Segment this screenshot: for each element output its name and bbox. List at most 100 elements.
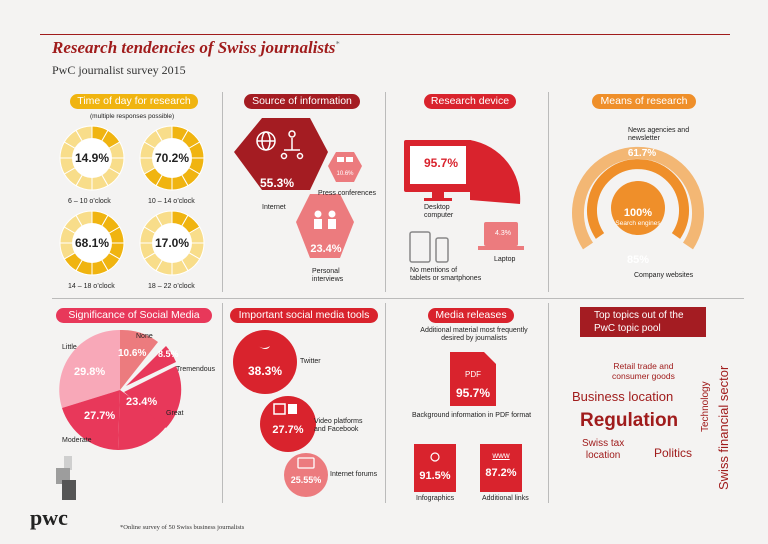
desktop-screen xyxy=(410,146,466,184)
topic-financial: Swiss financial sector xyxy=(716,365,731,490)
news-label: News agencies and newsletter xyxy=(628,127,690,142)
internet-hexagon xyxy=(234,118,328,190)
moderate-value: 27.7% xyxy=(84,410,116,422)
twitter-circle xyxy=(233,330,297,394)
media-note: Additional material most frequently desir… xyxy=(420,327,528,342)
twitter-label: Twitter xyxy=(300,358,321,365)
no-mentions-label: No mentions of tablets or smartphones xyxy=(410,267,482,282)
twitter-value: 38.3% xyxy=(247,364,283,378)
clock-center xyxy=(152,138,192,178)
social-significance-pie xyxy=(59,329,182,451)
time-value-1: 14.9% xyxy=(74,151,110,165)
forums-value: 25.55% xyxy=(290,475,322,485)
lightbulb-icon xyxy=(430,452,440,462)
moderate-label: Moderate xyxy=(62,437,92,444)
press-label: Press conferences xyxy=(318,190,376,197)
video-value: 27.7% xyxy=(272,424,304,436)
laptop-value: 4.3% xyxy=(495,230,511,237)
time-label-3: 14 – 18 o’clock xyxy=(68,283,115,290)
news-value: 61.7% xyxy=(627,148,657,159)
internet-value: 55.3% xyxy=(259,176,295,190)
media-releases-heading: Media releases xyxy=(428,308,514,323)
time-of-day-pies xyxy=(59,125,205,276)
time-of-day-heading: Time of day for research xyxy=(70,94,198,109)
tremendous-label: Tremendous xyxy=(176,366,216,373)
links-document xyxy=(480,444,522,492)
infographics-label: Infographics xyxy=(416,495,455,502)
pdf-document xyxy=(450,352,496,406)
internet-icon xyxy=(256,130,304,160)
infographics-value: 91.5% xyxy=(419,470,451,482)
pdf-tag: PDF xyxy=(465,370,481,379)
facebook-icon xyxy=(288,404,297,414)
pdf-value: 95.7% xyxy=(455,386,491,400)
internet-label: Internet xyxy=(262,204,286,211)
divider xyxy=(385,303,386,503)
pwc-logo: pwc xyxy=(30,505,68,530)
www-tag: www xyxy=(492,451,510,460)
topic-retail: Retail trade and consumer goods xyxy=(612,361,675,381)
clock-center xyxy=(72,138,112,178)
time-label-1: 6 – 10 o’clock xyxy=(68,198,111,205)
twitter-icon xyxy=(258,346,270,349)
pwc-logo-mark xyxy=(52,456,78,504)
divider xyxy=(222,92,223,292)
top-topics-heading: Top topics out of the PwC topic pool xyxy=(580,307,706,337)
links-label: Additional links xyxy=(482,495,529,502)
clock-center xyxy=(72,223,112,263)
footer-note: *Online survey of 50 Swiss business jour… xyxy=(120,524,245,531)
clock-center xyxy=(152,223,192,263)
desktop-value: 95.7% xyxy=(423,156,459,170)
divider xyxy=(385,92,386,292)
topic-politics: Politics xyxy=(654,446,693,460)
desktop-label: Desktop computer xyxy=(424,204,454,219)
interviews-label: Personal interviews xyxy=(312,268,344,283)
topic-regulation: Regulation xyxy=(580,410,679,431)
none-value: 10.6% xyxy=(118,348,147,359)
time-label-2: 10 – 14 o’clock xyxy=(148,198,195,205)
none-label: None xyxy=(136,333,153,340)
source-heading: Source of information xyxy=(244,94,360,109)
tablet-icon xyxy=(409,231,431,263)
interviews-hexagon xyxy=(296,194,354,258)
desktop-pie xyxy=(470,140,521,204)
forums-label: Internet forums xyxy=(330,471,378,478)
tremendous-value: 8.5% xyxy=(158,349,179,359)
little-label: Little xyxy=(62,344,77,351)
pdf-label: Background information in PDF format xyxy=(412,412,532,419)
divider xyxy=(52,298,744,299)
links-value: 87.2% xyxy=(485,467,517,479)
laptop-label: Laptop xyxy=(494,256,516,263)
little-value: 29.8% xyxy=(74,366,106,378)
divider xyxy=(548,303,549,503)
topic-business: Business location xyxy=(572,389,674,404)
social-tools-heading: Important social media tools xyxy=(230,308,378,323)
page-title: Research tendencies of Swiss journalists… xyxy=(52,38,340,57)
device-heading: Research device xyxy=(424,94,516,109)
time-value-4: 17.0% xyxy=(154,236,190,250)
time-label-4: 18 – 22 o’clock xyxy=(148,283,195,290)
page-subtitle: PwC journalist survey 2015 xyxy=(52,63,186,77)
laptop-icon xyxy=(484,222,518,246)
company-label: Company websites xyxy=(634,272,694,279)
great-value: 23.4% xyxy=(126,396,158,408)
video-label: Video platforms and Facebook xyxy=(314,418,363,433)
topic-technology: Technology xyxy=(700,381,711,432)
press-icon xyxy=(337,157,353,162)
search-value: 100% xyxy=(623,207,653,219)
means-rings xyxy=(572,146,704,250)
press-value: 10.6% xyxy=(336,171,354,177)
header-rule xyxy=(40,34,730,35)
forum-icon xyxy=(297,457,315,469)
company-value: 85% xyxy=(626,254,650,266)
press-hexagon xyxy=(328,152,362,182)
topic-tax: Swiss tax location xyxy=(582,438,625,461)
smartphone-icon xyxy=(435,237,449,263)
time-value-2: 70.2% xyxy=(154,151,190,165)
video-icon xyxy=(273,403,286,415)
time-note: (multiple responses possible) xyxy=(90,113,175,120)
means-heading: Means of research xyxy=(592,94,696,109)
infographics-document xyxy=(414,444,456,492)
interviews-icon xyxy=(314,210,336,229)
